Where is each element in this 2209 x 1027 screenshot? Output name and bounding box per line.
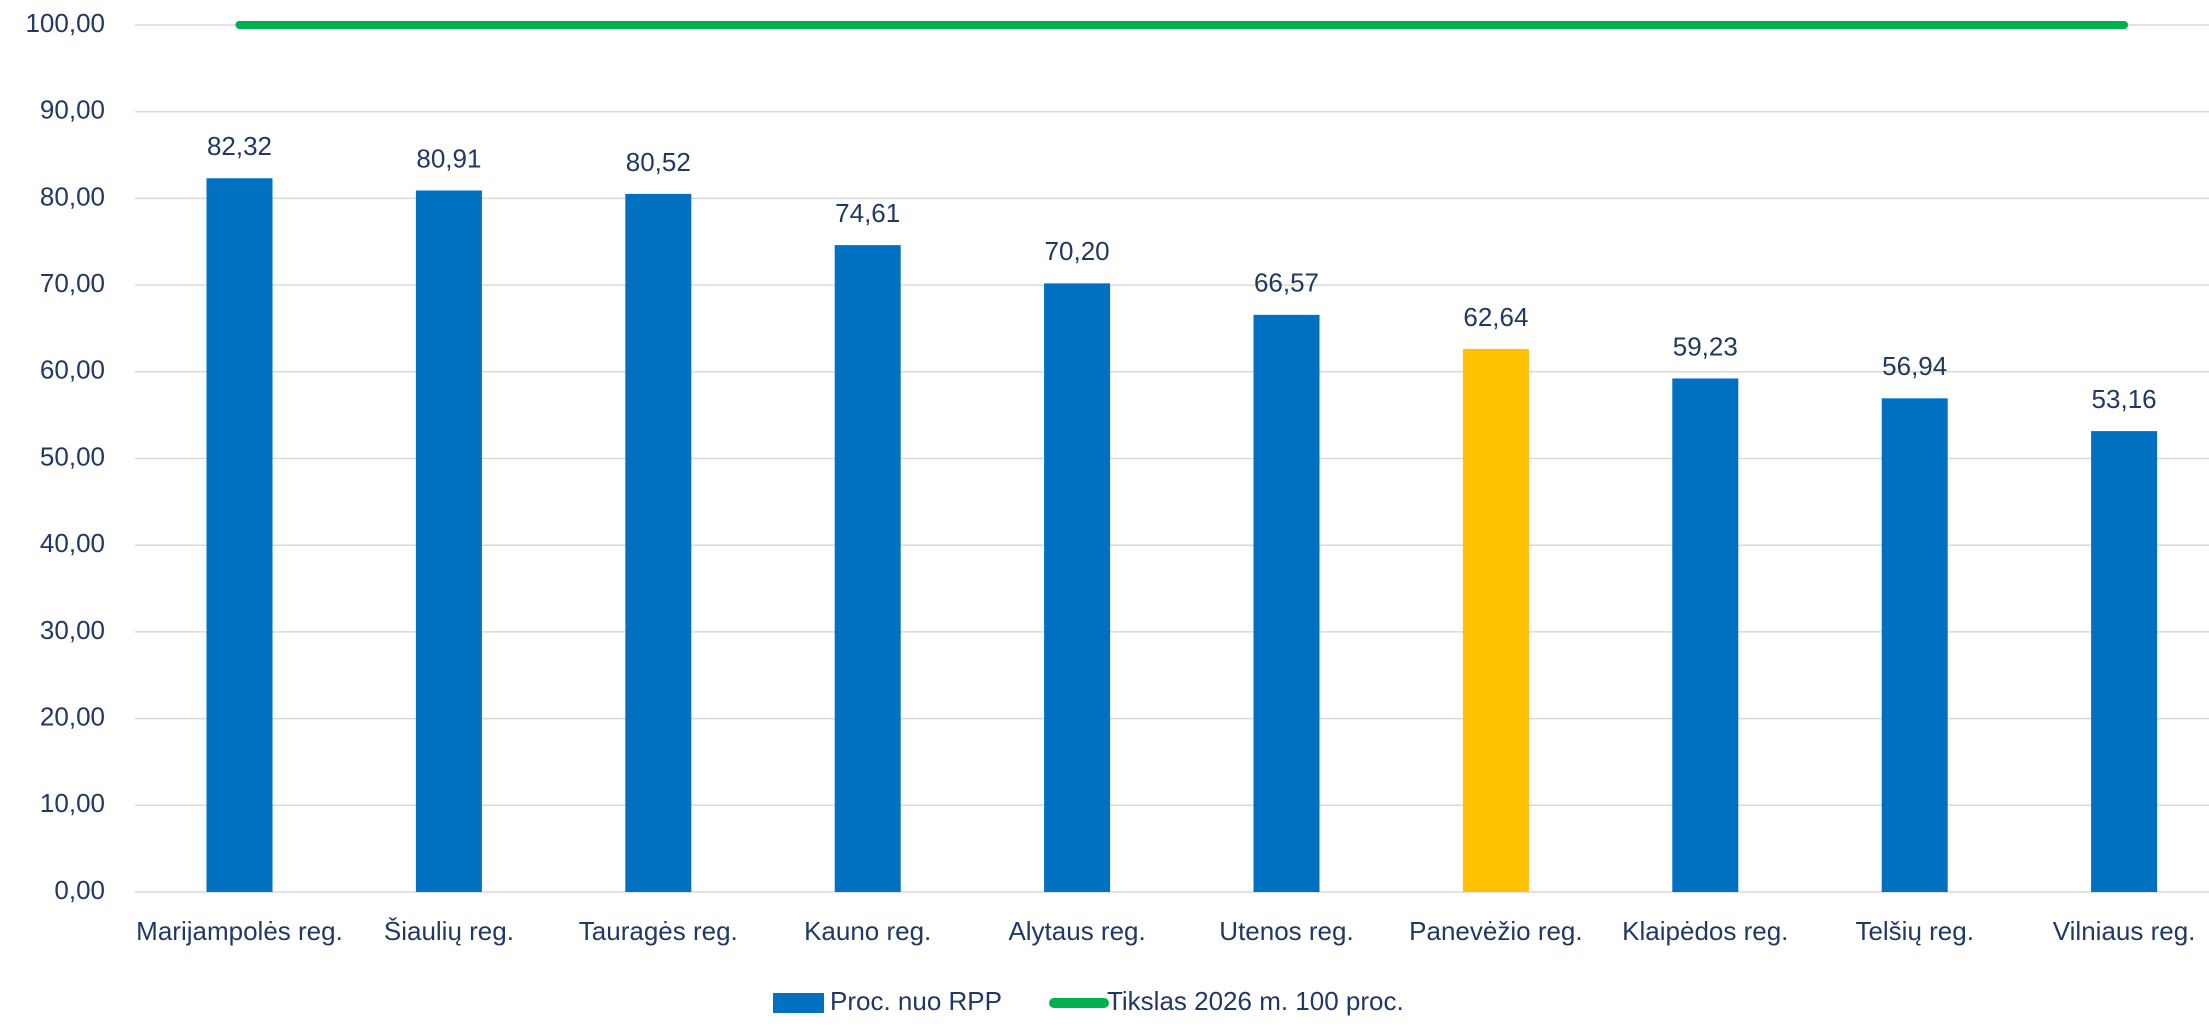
legend-swatch — [773, 993, 824, 1013]
y-tick-label: 20,00 — [40, 701, 105, 731]
x-tick-label: Utenos reg. — [1219, 916, 1353, 946]
y-tick-label: 0,00 — [54, 875, 105, 905]
y-tick-label: 40,00 — [40, 528, 105, 558]
x-tick-label: Šiaulių reg. — [384, 916, 514, 946]
y-tick-label: 60,00 — [40, 355, 105, 385]
bar — [415, 190, 482, 892]
bar — [1672, 378, 1739, 892]
x-tick-label: Tauragės reg. — [579, 916, 738, 946]
data-label: 80,52 — [626, 147, 691, 177]
x-tick-label: Klaipėdos reg. — [1622, 916, 1788, 946]
data-label: 82,32 — [207, 131, 272, 161]
data-label: 66,57 — [1254, 268, 1319, 298]
x-tick-label: Panevėžio reg. — [1409, 916, 1582, 946]
data-label: 70,20 — [1045, 236, 1110, 266]
bar — [1253, 314, 1320, 892]
data-label: 56,94 — [1882, 351, 1947, 381]
x-tick-label: Kauno reg. — [804, 916, 931, 946]
y-tick-label: 80,00 — [40, 181, 105, 211]
bar — [2091, 431, 2158, 892]
y-tick-label: 30,00 — [40, 615, 105, 645]
data-label: 80,91 — [416, 143, 481, 173]
x-tick-label: Vilniaus reg. — [2053, 916, 2196, 946]
y-tick-label: 90,00 — [40, 95, 105, 125]
legend-label: Proc. nuo RPP — [830, 986, 1002, 1016]
x-tick-label: Alytaus reg. — [1008, 916, 1145, 946]
data-label: 53,16 — [2092, 384, 2157, 414]
data-label: 62,64 — [1463, 302, 1528, 332]
bar — [834, 245, 901, 893]
bar — [625, 193, 692, 892]
x-tick-label: Telšių reg. — [1855, 916, 1974, 946]
y-tick-label: 50,00 — [40, 441, 105, 471]
data-label: 59,23 — [1673, 331, 1738, 361]
bar — [206, 178, 273, 893]
legend-label: Tikslas 2026 m. 100 proc. — [1107, 986, 1404, 1016]
bar — [1044, 283, 1111, 893]
data-label: 74,61 — [835, 198, 900, 228]
y-tick-label: 70,00 — [40, 268, 105, 298]
y-tick-label: 100,00 — [25, 8, 105, 38]
x-tick-label: Marijampolės reg. — [136, 916, 343, 946]
y-tick-label: 10,00 — [40, 788, 105, 818]
bar — [1462, 348, 1529, 892]
bar — [1881, 398, 1948, 892]
